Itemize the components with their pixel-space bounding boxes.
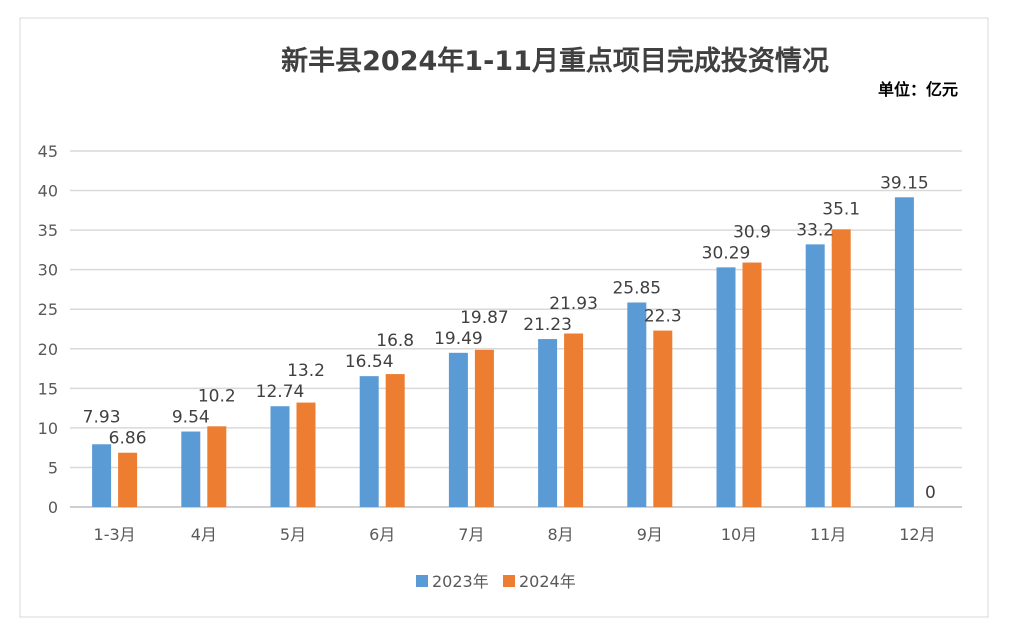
x-tick-label: 4月 [191,525,217,544]
bar-2024年 [296,402,316,507]
y-tick-label: 45 [38,142,58,161]
y-tick-label: 40 [38,182,58,201]
y-tick-label: 5 [48,458,58,477]
data-label: 0 [925,483,936,503]
bar-2024年 [742,262,762,507]
y-tick-label: 15 [38,379,58,398]
y-tick-label: 35 [38,221,58,240]
unit-label: 单位：亿元 [878,80,958,99]
bar-2023年 [92,444,112,507]
data-label: 6.86 [109,429,147,449]
bar-2024年 [385,374,405,507]
data-label: 19.87 [460,308,509,328]
data-label: 16.8 [376,331,414,351]
bar-2023年 [359,376,379,507]
y-tick-label: 0 [48,498,58,517]
bar-2023年 [448,352,468,507]
data-label: 25.85 [612,278,661,298]
legend-swatch [416,575,428,587]
x-tick-label: 10月 [721,525,757,544]
data-label: 10.2 [198,387,236,407]
data-label: 9.54 [172,408,210,428]
y-tick-label: 10 [38,419,58,438]
y-tick-label: 25 [38,300,58,319]
data-label: 33.2 [796,220,834,240]
chart-frame [19,17,989,618]
x-tick-label: 5月 [280,525,306,544]
data-label: 35.1 [822,199,860,219]
x-tick-label: 1-3月 [94,525,136,544]
data-label: 19.49 [434,329,483,349]
legend-label: 2023年 [432,572,489,591]
data-label: 21.23 [523,315,572,335]
data-label: 21.93 [549,294,598,314]
bar-2024年 [564,333,584,507]
bar-2023年 [716,267,736,507]
data-label: 12.74 [256,382,305,402]
legend-label: 2024年 [519,572,576,591]
bar-2024年 [474,349,494,507]
x-tick-label: 7月 [458,525,484,544]
data-label: 22.3 [644,307,682,327]
x-tick-label: 8月 [548,525,574,544]
y-tick-label: 20 [38,340,58,359]
x-tick-label: 12月 [899,525,935,544]
y-tick-label: 30 [38,261,58,280]
bar-2023年 [805,244,825,507]
x-tick-label: 6月 [369,525,395,544]
bar-2023年 [627,302,647,507]
chart-title: 新丰县2024年1-11月重点项目完成投资情况 [281,45,829,77]
bar-2024年 [653,330,673,507]
bar-2023年 [894,197,914,507]
data-label: 13.2 [287,361,325,381]
bar-2023年 [538,339,558,507]
x-tick-label: 9月 [637,525,663,544]
bar-2023年 [270,406,290,507]
data-label: 30.29 [702,243,751,263]
bar-2024年 [207,426,227,507]
bar-2024年 [831,229,851,507]
data-label: 16.54 [345,352,394,372]
bar-2023年 [181,431,201,507]
legend-swatch [503,575,515,587]
bar-2024年 [118,452,138,507]
x-tick-label: 11月 [810,525,846,544]
data-label: 30.9 [733,222,771,242]
data-label: 7.93 [83,408,121,428]
data-label: 39.15 [880,173,929,193]
